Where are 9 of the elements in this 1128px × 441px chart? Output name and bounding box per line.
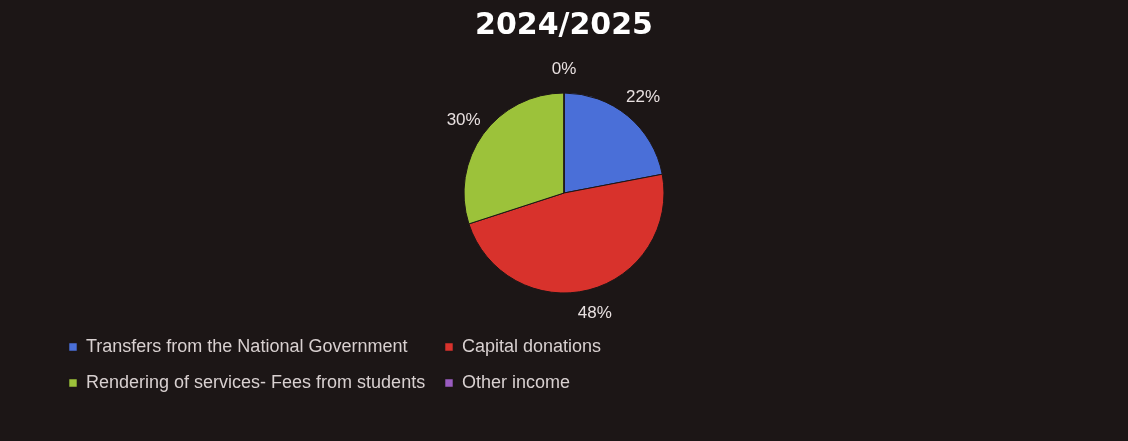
data-label: 22% <box>626 87 661 107</box>
legend-label: Rendering of services- Fees from students <box>86 372 426 392</box>
text: 0% <box>551 59 577 78</box>
chart-title: 2024/2025 <box>475 6 653 41</box>
data-label: 30% <box>446 110 481 130</box>
legend-label: Transfers from the National Government <box>86 336 408 356</box>
legend-label: Other income <box>462 372 571 392</box>
legend-label: Capital donations <box>462 336 602 356</box>
data-label: 48% <box>577 303 612 323</box>
